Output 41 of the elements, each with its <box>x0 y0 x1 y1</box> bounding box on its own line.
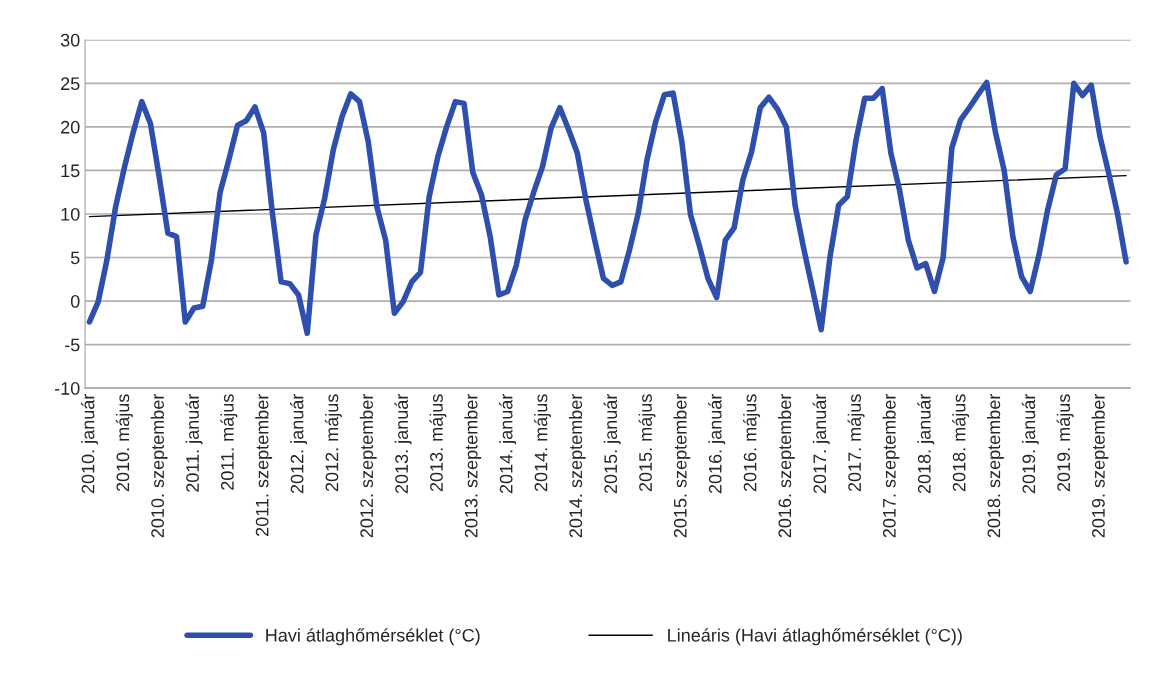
x-tick-label: 2016. január <box>708 393 726 494</box>
x-tick-label: 2015. szeptember <box>673 393 691 538</box>
x-tick-label: 2015. május <box>638 394 656 492</box>
y-tick-label: 20 <box>61 120 80 134</box>
x-tick-label: 2019. szeptember <box>1091 393 1109 538</box>
x-tick-label: 2014. május <box>533 394 551 492</box>
x-tick-label: 2017. május <box>847 394 865 492</box>
legend-label: Havi átlaghőmérséklet (°C) <box>266 628 480 646</box>
x-tick-label: 2012. május <box>324 394 342 492</box>
x-tick-label: 2018. január <box>917 393 935 494</box>
x-tick-label: 2012. január <box>290 393 308 494</box>
legend-label: Lineáris (Havi átlaghőmérséklet (°C)) <box>668 628 962 646</box>
x-tick-label: 2010. szeptember <box>150 393 168 538</box>
x-tick-label: 2014. január <box>499 393 517 494</box>
x-tick-label: 2011. január <box>185 393 203 492</box>
y-tick-label: 25 <box>61 77 80 91</box>
x-tick-label: 2015. január <box>603 393 621 494</box>
x-tick-label: 2012. szeptember <box>359 393 377 538</box>
x-tick-label: 2010. május <box>115 394 133 492</box>
x-tick-label: 2013. szeptember <box>464 393 482 538</box>
x-tick-label: 2017. szeptember <box>882 393 900 538</box>
x-tick-label: 2019. január <box>1021 393 1039 494</box>
y-tick-label: -10 <box>54 382 80 395</box>
y-tick-label: -5 <box>64 338 80 352</box>
x-tick-label: 2013. május <box>429 394 447 492</box>
x-tick-label: 2011. szeptember <box>255 393 273 536</box>
x-tick-label: 2019. május <box>1056 394 1074 492</box>
y-tick-label: 5 <box>70 251 80 265</box>
x-tick-label: 2014. szeptember <box>568 393 586 538</box>
x-tick-label: 2017. január <box>812 393 830 494</box>
x-tick-label: 2018. szeptember <box>987 393 1004 538</box>
x-tick-label: 2016. szeptember <box>777 393 795 538</box>
x-tick-label: 2016. május <box>742 394 761 492</box>
y-tick-label: 10 <box>61 207 80 221</box>
y-tick-label: 15 <box>61 164 80 178</box>
x-tick-label: 2013. január <box>394 393 412 494</box>
y-tick-label: 30 <box>60 33 80 47</box>
x-tick-label: 2010. január <box>80 393 98 494</box>
x-tick-label: 2018. május <box>952 394 970 492</box>
x-tick-label: 2011. május <box>220 394 238 490</box>
y-tick-label: 0 <box>70 294 80 308</box>
